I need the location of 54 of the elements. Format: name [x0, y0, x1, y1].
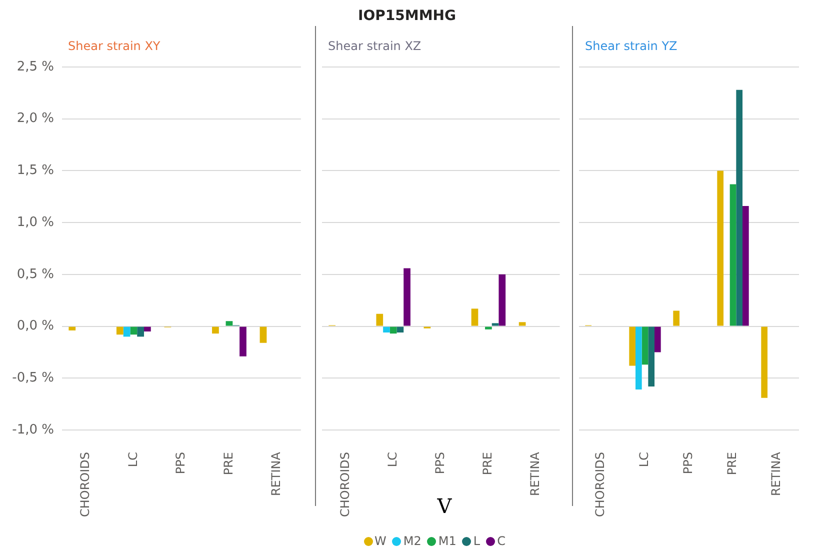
x-tick-label: LC	[385, 452, 400, 468]
x-tick-label: LC	[126, 452, 140, 468]
x-tick-label: PRE	[725, 452, 740, 476]
bar	[485, 326, 492, 330]
x-tick-label: CHOROIDS	[78, 452, 92, 518]
bar	[396, 326, 404, 333]
bar	[390, 326, 397, 334]
x-tick-label: CHOROIDS	[593, 452, 608, 518]
legend-label: L	[472, 534, 480, 548]
x-tick-label: PRE	[480, 452, 495, 476]
y-tick-label: 2,5 %	[16, 59, 54, 74]
y-tick-label: 0,5 %	[16, 266, 54, 282]
y-tick-label: 0,0 %	[16, 318, 54, 334]
bar	[498, 274, 506, 326]
bar	[648, 326, 655, 386]
bar	[736, 90, 743, 326]
y-tick-label: -1,0 %	[12, 422, 54, 438]
x-tick-label: RETINA	[528, 451, 542, 496]
bar	[673, 310, 680, 326]
bar	[492, 323, 499, 326]
chart-subtitle: Shear strain YZ	[585, 39, 678, 54]
legend-label: W	[374, 534, 386, 548]
y-tick-label: 1,5 %	[16, 163, 54, 178]
bar	[761, 326, 768, 398]
x-tick-label: PPS	[681, 452, 696, 474]
bar	[742, 206, 749, 326]
x-tick-label: CHOROIDS	[338, 452, 352, 518]
bar	[635, 326, 642, 390]
bar	[404, 268, 410, 326]
x-axis-title: V	[437, 494, 452, 518]
chart-subtitle: Shear strain XY	[68, 39, 161, 54]
y-tick-label: 1,0 %	[16, 214, 54, 230]
x-tick-label: PRE	[221, 452, 236, 476]
x-tick-label: PPS	[174, 452, 188, 474]
chart-subtitle: Shear strain XZ	[328, 39, 422, 54]
bar	[642, 326, 648, 365]
bar	[654, 326, 661, 352]
legend-label: M1	[437, 534, 456, 548]
bar	[730, 184, 736, 326]
y-tick-label: -0,5 %	[12, 370, 54, 386]
bar	[471, 308, 478, 326]
x-tick-label: RETINA	[769, 451, 784, 496]
legend-label: M2	[402, 534, 422, 548]
bar	[717, 170, 724, 326]
x-tick-label: RETINA	[269, 451, 284, 496]
x-tick-label: LC	[637, 452, 652, 468]
chart-title: IOP15MMHG	[358, 8, 456, 24]
bar	[518, 322, 526, 326]
x-tick-label: PPS	[433, 452, 448, 474]
bar	[383, 326, 390, 333]
bar	[376, 314, 384, 326]
legend-label: C	[496, 534, 506, 548]
y-tick-label: 2,0 %	[16, 111, 54, 126]
bar	[629, 326, 636, 366]
